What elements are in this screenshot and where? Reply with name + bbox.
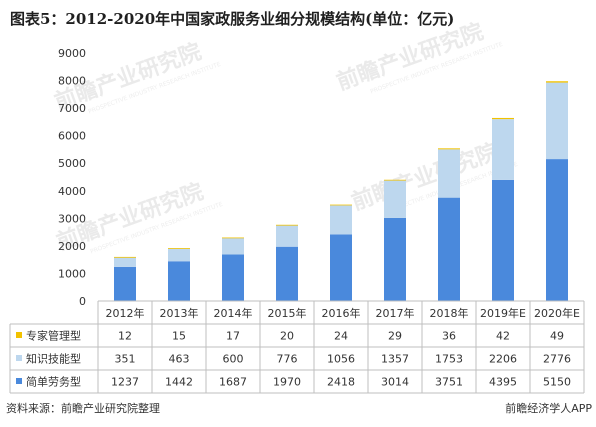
legend-label-simple: 简单劳务型: [26, 375, 81, 389]
x-tick-label: 2020年E: [534, 306, 580, 320]
legend-swatch-knowledge: [16, 355, 22, 361]
bar-knowledge: [546, 82, 568, 160]
y-tick-label: 9000: [58, 47, 86, 60]
y-axis: 0 1000 2000 3000 4000 5000 6000 7000 8000 9000: [58, 47, 86, 308]
data-label-simple: 5150: [543, 376, 571, 389]
data-label-knowledge: 2776: [543, 353, 571, 366]
legend-swatch-expert: [16, 332, 22, 338]
data-label-expert: 17: [226, 330, 240, 343]
data-label-simple: 3014: [381, 376, 409, 389]
data-label-simple: 1237: [111, 376, 139, 389]
bar-expert: [168, 248, 190, 249]
bar-knowledge: [492, 119, 514, 180]
bar-simple: [330, 234, 352, 301]
y-tick-label: 6000: [58, 130, 86, 143]
data-label-expert: 29: [388, 330, 402, 343]
x-tick-label: 2017年: [376, 306, 415, 320]
data-label-knowledge: 1056: [327, 353, 355, 366]
bar-simple: [222, 254, 244, 301]
x-tick-label: 2015年: [268, 306, 307, 320]
chart-title: 图表5：2012-2020年中国家政服务业细分规模结构(单位：亿元): [10, 10, 455, 28]
bar-expert: [114, 256, 136, 258]
data-label-knowledge: 2206: [489, 353, 517, 366]
bar-expert: [222, 237, 244, 239]
data-label-knowledge: 463: [169, 353, 190, 366]
bar-expert: [492, 117, 514, 120]
bar-simple: [492, 179, 514, 301]
y-tick-label: 7000: [58, 102, 86, 115]
bar-knowledge: [222, 237, 244, 255]
legend-label-expert: 专家管理型: [26, 329, 81, 343]
y-tick-label: 5000: [58, 157, 86, 170]
y-tick-label: 8000: [58, 75, 86, 88]
x-tick-label: 2012年: [106, 306, 145, 320]
bars-layer: [114, 81, 568, 301]
bar-knowledge: [438, 149, 460, 198]
x-tick-label: 2019年E: [480, 306, 526, 320]
data-label-expert: 42: [496, 330, 510, 343]
data-label-knowledge: 776: [277, 353, 298, 366]
bar-knowledge: [276, 225, 298, 247]
bar-knowledge: [114, 257, 136, 267]
data-label-simple: 1970: [273, 376, 301, 389]
bar-knowledge: [384, 180, 406, 218]
bar-knowledge: [330, 205, 352, 235]
legend-label-knowledge: 知识技能型: [26, 352, 81, 366]
bar-expert: [330, 204, 352, 206]
data-label-knowledge: 1357: [381, 353, 409, 366]
y-tick-label: 0: [79, 295, 86, 308]
data-label-expert: 36: [442, 330, 456, 343]
data-label-expert: 24: [334, 330, 348, 343]
x-tick-label: 2016年: [322, 306, 361, 320]
y-tick-label: 2000: [58, 240, 86, 253]
legend-swatch-simple: [16, 378, 22, 384]
bar-expert: [438, 148, 460, 150]
bar-simple: [114, 266, 136, 301]
data-label-simple: 1687: [219, 376, 247, 389]
data-label-expert: 20: [280, 330, 294, 343]
y-tick-label: 4000: [58, 185, 86, 198]
source-note: 资料来源：前瞻产业研究院整理: [6, 402, 160, 415]
y-tick-label: 1000: [58, 267, 86, 280]
bar-simple: [384, 217, 406, 301]
data-label-knowledge: 1753: [435, 353, 463, 366]
data-label-expert: 15: [172, 330, 186, 343]
data-label-expert: 12: [118, 330, 132, 343]
data-label-simple: 1442: [165, 376, 193, 389]
x-tick-label: 2014年: [214, 306, 253, 320]
data-label-expert: 49: [550, 330, 564, 343]
bar-simple: [438, 197, 460, 301]
data-label-knowledge: 600: [223, 353, 244, 366]
bar-simple: [168, 261, 190, 301]
y-tick-label: 3000: [58, 212, 86, 225]
data-label-simple: 4395: [489, 376, 517, 389]
bar-expert: [276, 224, 298, 226]
bar-simple: [546, 159, 568, 301]
bar-expert: [384, 179, 406, 181]
bar-expert: [546, 81, 568, 83]
brand-label: 前瞻经济学人APP: [505, 402, 592, 415]
bar-knowledge: [168, 248, 190, 262]
data-label-knowledge: 351: [115, 353, 136, 366]
x-tick-label: 2018年: [430, 306, 469, 320]
data-label-simple: 3751: [435, 376, 463, 389]
x-tick-label: 2013年: [160, 306, 199, 320]
data-table: 2012年 2013年 2014年 2015年 2016年 2017年 2018年 2019年…: [9, 300, 585, 394]
bar-simple: [276, 246, 298, 301]
data-label-simple: 2418: [327, 376, 355, 389]
